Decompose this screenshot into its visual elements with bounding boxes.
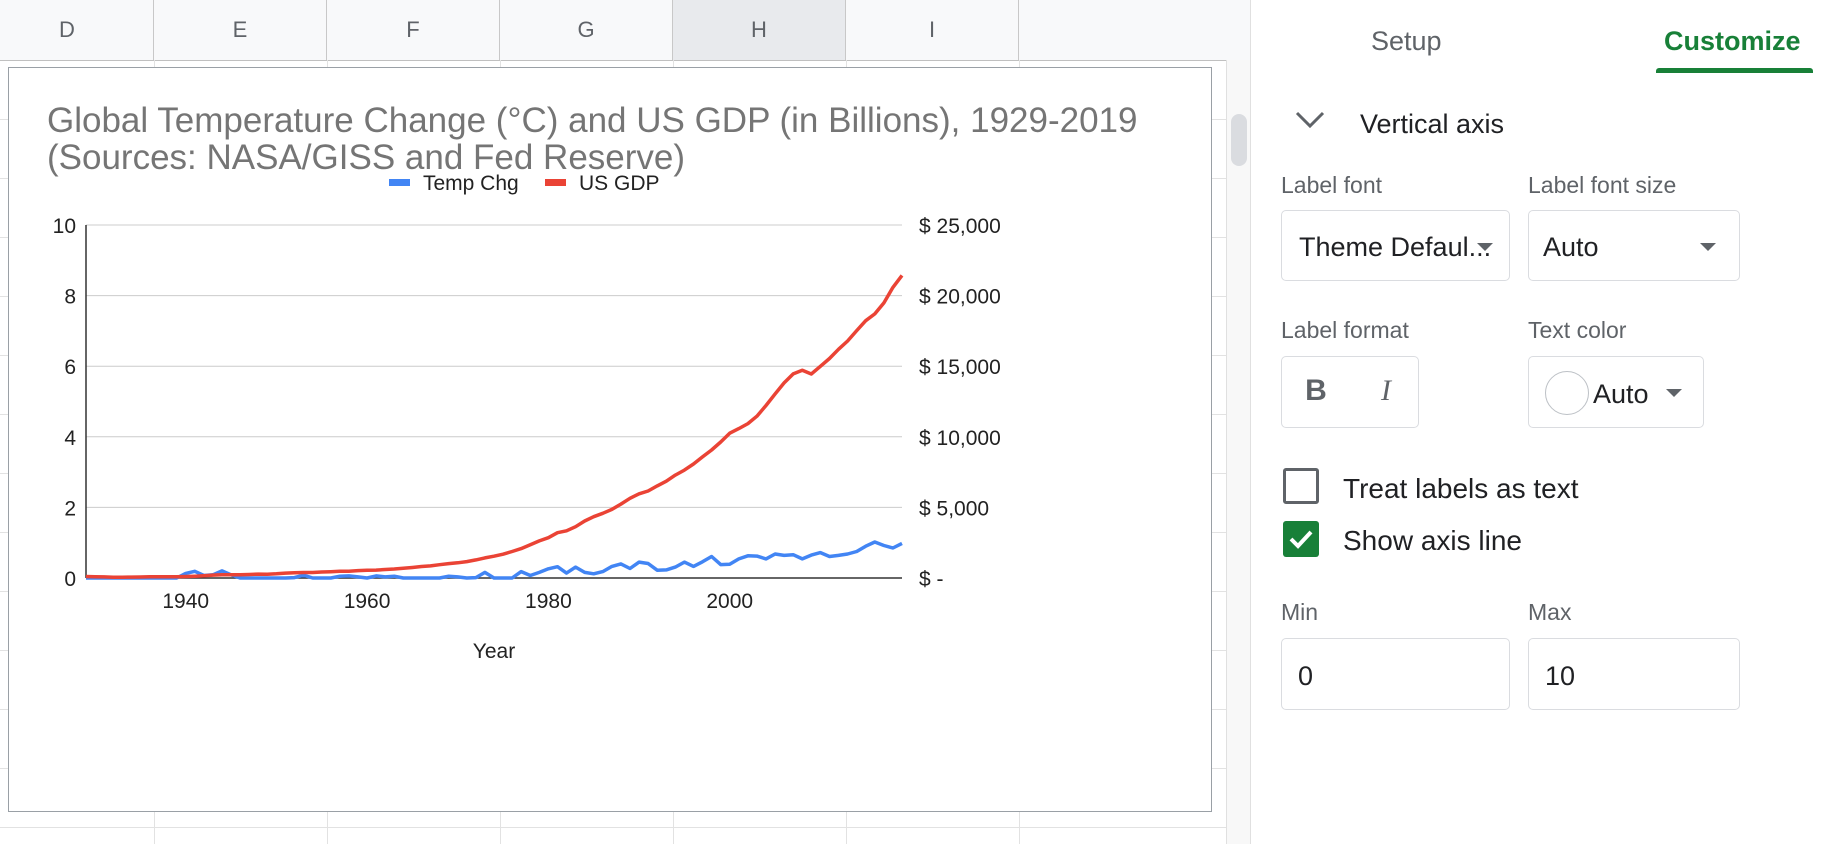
chart-canvas: 0 $ - 2 $ 5,000 4 $ 10,000 6 $ 15,000 8 $ 20,000 1…: [53, 172, 1001, 663]
column-header-d[interactable]: D: [0, 0, 154, 60]
treat-labels-checkbox[interactable]: [1283, 468, 1319, 504]
max-input[interactable]: [1545, 661, 1745, 692]
right-axis-tick-label: $ 15,000: [919, 356, 1001, 379]
label-font-label: Label font: [1281, 172, 1383, 198]
series-line-us-gdp: [85, 274, 904, 579]
dropdown-arrow-icon: [1700, 243, 1716, 251]
column-header-h[interactable]: H: [673, 0, 846, 60]
right-axis-tick-label: $ 25,000: [919, 215, 1001, 238]
tab-customize[interactable]: Customize: [1664, 26, 1801, 56]
active-tab-indicator: [1656, 68, 1813, 73]
chart-editor-panel: Setup Customize Vertical axis Label font…: [1250, 0, 1832, 844]
series-line-temp-chg: [86, 540, 903, 580]
show-axis-line-label: Show axis line: [1343, 525, 1522, 556]
vertical-axis-section-header[interactable]: Vertical axis: [1294, 103, 1794, 143]
chart-title: Global Temperature Change (°C) and US GD…: [47, 101, 1138, 177]
text-color-label: Text color: [1528, 317, 1627, 343]
label-font-value: Theme Defaul...: [1299, 232, 1492, 262]
scrollbar-thumb[interactable]: [1231, 114, 1247, 166]
right-axis-tick-label: $ 5,000: [919, 497, 989, 520]
label-format-group: B I: [1281, 356, 1419, 428]
label-font-size-value: Auto: [1543, 232, 1599, 262]
x-axis-title: Year: [473, 640, 515, 663]
left-axis-tick-label: 2: [64, 497, 76, 520]
left-axis-tick-label: 6: [64, 356, 76, 379]
legend-label: US GDP: [579, 172, 660, 195]
left-axis-tick-label: 8: [64, 286, 76, 309]
legend-swatch: [545, 179, 566, 186]
column-header-g[interactable]: G: [500, 0, 673, 60]
grid-line: [0, 827, 1230, 828]
text-color-value: Auto: [1593, 379, 1649, 409]
dropdown-arrow-icon: [1666, 389, 1682, 397]
chevron-down-icon: [1295, 111, 1325, 129]
x-axis-tick-label: 1980: [525, 590, 572, 613]
min-input-box[interactable]: [1281, 638, 1510, 710]
min-input[interactable]: [1298, 661, 1498, 692]
right-axis-tick-label: $ 10,000: [919, 427, 1001, 450]
column-header-i[interactable]: I: [846, 0, 1019, 60]
vertical-scrollbar[interactable]: [1226, 60, 1250, 844]
tab-setup[interactable]: Setup: [1371, 26, 1442, 56]
section-title: Vertical axis: [1360, 109, 1505, 139]
treat-labels-label: Treat labels as text: [1343, 473, 1579, 504]
max-label: Max: [1528, 599, 1572, 625]
legend-swatch: [389, 179, 410, 186]
label-font-size-label: Label font size: [1528, 172, 1677, 198]
left-axis-tick-label: 10: [53, 215, 76, 238]
column-header-f[interactable]: F: [327, 0, 500, 60]
dropdown-arrow-icon: [1477, 243, 1493, 251]
label-font-dropdown[interactable]: Theme Defaul...: [1281, 210, 1510, 281]
min-label: Min: [1281, 599, 1319, 625]
chart[interactable]: Global Temperature Change (°C) and US GD…: [8, 67, 1212, 812]
legend-label: Temp Chg: [423, 172, 519, 195]
show-axis-line-checkbox[interactable]: [1283, 521, 1319, 557]
column-header-e[interactable]: E: [154, 0, 327, 60]
color-swatch-icon: [1545, 371, 1589, 415]
left-axis-tick-label: 0: [64, 568, 76, 591]
left-axis-tick-label: 4: [64, 427, 76, 450]
text-color-dropdown[interactable]: Auto: [1528, 356, 1704, 428]
italic-button[interactable]: I: [1381, 374, 1391, 407]
right-axis-tick-label: $ -: [919, 568, 944, 591]
bold-button[interactable]: B: [1305, 374, 1327, 407]
x-axis-tick-label: 1960: [344, 590, 391, 613]
label-font-size-dropdown[interactable]: Auto: [1528, 210, 1740, 281]
x-axis-tick-label: 1940: [162, 590, 209, 613]
right-axis-tick-label: $ 20,000: [919, 286, 1001, 309]
x-axis-tick-label: 2000: [706, 590, 753, 613]
checkmark-icon: [1289, 530, 1313, 549]
label-format-label: Label format: [1281, 317, 1409, 343]
max-input-box[interactable]: [1528, 638, 1745, 710]
